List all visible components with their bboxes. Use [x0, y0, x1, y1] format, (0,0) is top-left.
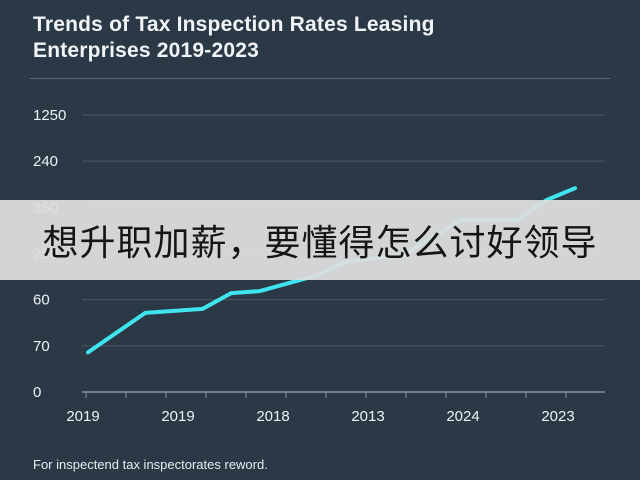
y-tick-label: 0 — [33, 384, 41, 401]
overlay-banner-text: 想升职加薪，要懂得怎么讨好领导 — [42, 214, 597, 266]
y-tick-label: 60 — [33, 292, 50, 309]
x-tick-label: 2018 — [256, 408, 289, 425]
x-tick-label: 2024 — [446, 408, 479, 425]
overlay-banner: 想升职加薪，要懂得怎么讨好领导 — [0, 200, 640, 280]
y-tick-label: 70 — [33, 338, 50, 355]
x-tick-label: 2013 — [351, 408, 384, 425]
x-tick-label: 2023 — [541, 408, 574, 425]
x-axis — [82, 392, 605, 398]
x-tick-label: 2019 — [161, 408, 194, 425]
y-tick-label: 240 — [33, 153, 58, 170]
y-tick-label: 1250 — [33, 107, 66, 124]
chart-footnote: For inspectend tax inspectorates reword. — [33, 457, 268, 472]
x-tick-labels: 2019 2019 2018 2013 2024 2023 — [66, 408, 574, 425]
x-tick-label: 2019 — [66, 408, 99, 425]
